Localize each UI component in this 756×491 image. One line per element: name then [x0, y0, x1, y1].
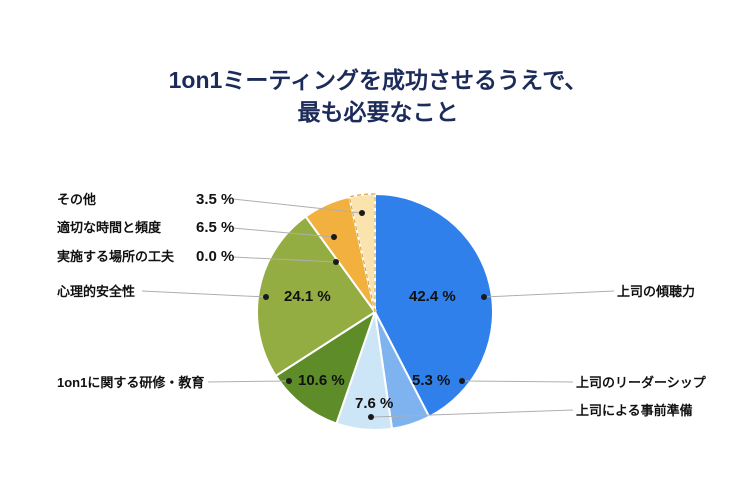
- percent-label-safety: 24.1 %: [284, 288, 331, 305]
- percent-label-frequency: 6.5 %: [196, 219, 235, 236]
- percent-label-listening: 42.4 %: [409, 288, 456, 305]
- category-label-prep: 上司による事前準備: [576, 403, 693, 418]
- leader-line: [461, 380, 574, 383]
- leader-dot: [368, 414, 374, 420]
- chart-title-line2: 最も必要なこと: [297, 99, 459, 126]
- category-label-safety: 心理的安全性: [57, 284, 136, 299]
- pie-slice-listening[interactable]: [374, 192, 494, 419]
- category-label-frequency: 適切な時間と頻度: [57, 220, 162, 235]
- category-label-training: 1on1に関する研修・教育: [57, 375, 205, 390]
- percent-label-training: 10.6 %: [298, 372, 345, 389]
- percent-label-prep: 7.6 %: [355, 395, 394, 412]
- leader-dot: [263, 294, 269, 300]
- chart-title-line1: 1on1ミーティングを成功させるうえで、: [168, 67, 588, 93]
- pie-slice-training[interactable]: [274, 309, 377, 425]
- leader-dot: [359, 210, 365, 216]
- leader-line: [232, 227, 335, 238]
- pie-slice-dashed-outline: [348, 193, 376, 313]
- leader-line: [141, 290, 267, 298]
- leader-dot: [331, 234, 337, 240]
- category-label-location: 実施する場所の工夫: [57, 249, 175, 264]
- chart-title: 1on1ミーティングを成功させるうえで、 最も必要なこと: [0, 64, 756, 128]
- leader-dot: [481, 294, 487, 300]
- leader-dot: [459, 378, 465, 384]
- leader-line: [232, 256, 337, 263]
- leader-dot: [286, 378, 292, 384]
- percent-label-location: 0.0 %: [196, 248, 235, 265]
- percent-label-other: 3.5 %: [196, 191, 235, 208]
- pie-slice-safety[interactable]: [256, 215, 377, 378]
- leader-line: [483, 290, 615, 298]
- leader-line: [372, 409, 574, 418]
- category-label-listening: 上司の傾聴力: [617, 284, 696, 299]
- leader-dot: [333, 259, 339, 265]
- leader-line: [232, 198, 363, 214]
- leader-line: [207, 380, 290, 383]
- category-label-leadership: 上司のリーダーシップ: [576, 375, 706, 390]
- category-label-other: その他: [57, 192, 97, 207]
- percent-label-leadership: 5.3 %: [412, 372, 451, 389]
